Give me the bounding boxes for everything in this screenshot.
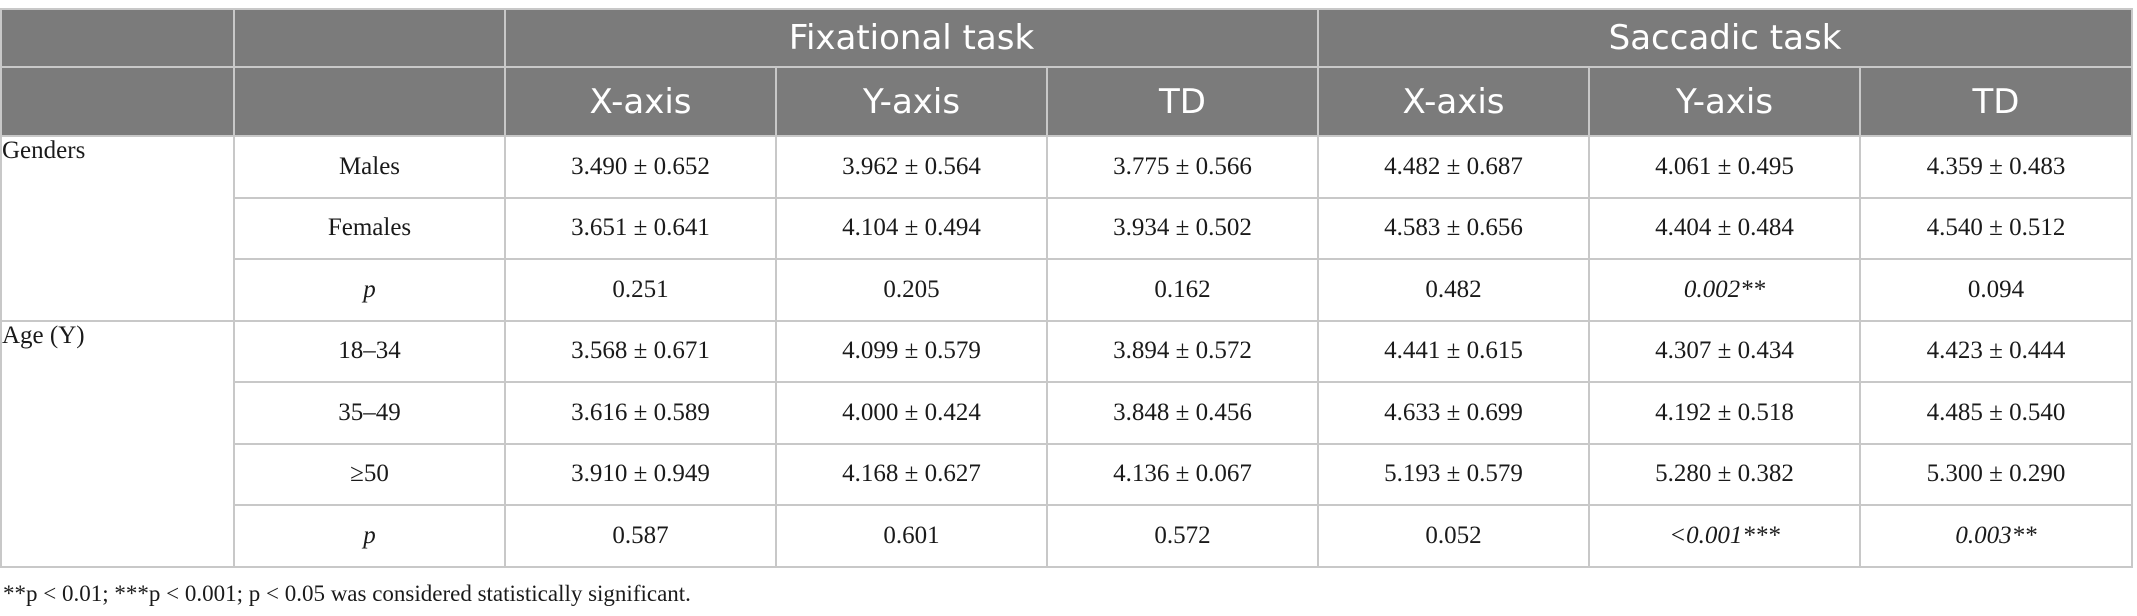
table-row: Age (Y) 18–34 3.568 ± 0.671 4.099 ± 0.57… <box>0 319 2134 568</box>
table-row: p 0.251 0.205 0.162 0.482 0.002** 0.094 <box>1 258 2134 322</box>
table-row: ≥50 3.910 ± 0.949 4.168 ± 0.627 4.136 ± … <box>1 442 2134 506</box>
table-cell: 0.205 <box>775 258 1048 322</box>
table-cell: 3.894 ± 0.572 <box>1045 319 1320 383</box>
table-cell: 4.000 ± 0.424 <box>775 381 1048 445</box>
table-cell: 0.482 <box>1317 258 1591 322</box>
table-cell: 0.572 <box>1045 504 1320 568</box>
table-cell-significant: 0.003** <box>1859 504 2134 568</box>
table-cell: 3.568 ± 0.671 <box>504 319 777 383</box>
header-fixational-task: Fixational task <box>503 8 1320 68</box>
table-cell: 3.910 ± 0.949 <box>504 442 777 506</box>
table-cell: 0.587 <box>504 504 777 568</box>
table-cell: 5.193 ± 0.579 <box>1317 442 1591 506</box>
table-cell: 4.192 ± 0.518 <box>1588 381 1862 445</box>
table-cell: 5.300 ± 0.290 <box>1859 442 2134 506</box>
row-label-p: p <box>233 258 506 322</box>
table-cell: 4.168 ± 0.627 <box>775 442 1048 506</box>
row-label: Males <box>233 135 506 199</box>
table-cell: 4.482 ± 0.687 <box>1317 135 1591 199</box>
header-saccadic-task: Saccadic task <box>1317 8 2134 68</box>
table-cell: 4.307 ± 0.434 <box>1588 319 1862 383</box>
header-row-axes: X-axis Y-axis TD X-axis Y-axis TD <box>0 66 2134 137</box>
table-row: Females 3.651 ± 0.641 4.104 ± 0.494 3.93… <box>1 196 2134 260</box>
row-label: ≥50 <box>233 442 506 506</box>
table-cell: 4.136 ± 0.067 <box>1045 442 1320 506</box>
table-cell: 4.633 ± 0.699 <box>1317 381 1591 445</box>
group-label-genders: Genders <box>0 135 235 322</box>
table-row: p 0.587 0.601 0.572 0.052 <0.001*** 0.00… <box>1 504 2134 568</box>
header-blank-cell <box>0 66 235 137</box>
table-cell: 0.251 <box>504 258 777 322</box>
row-label: Females <box>233 196 506 260</box>
table-cell: 0.601 <box>775 504 1048 568</box>
table-cell: 4.583 ± 0.656 <box>1317 196 1591 260</box>
table-cell: 4.104 ± 0.494 <box>775 196 1048 260</box>
header-blank-cell <box>233 66 506 137</box>
table-cell: 0.094 <box>1859 258 2134 322</box>
table-cell: 4.061 ± 0.495 <box>1588 135 1862 199</box>
header-saccadic-y-axis: Y-axis <box>1588 66 1862 137</box>
group-label-age: Age (Y) <box>0 319 235 568</box>
table-cell: 4.359 ± 0.483 <box>1859 135 2134 199</box>
table-cell: 5.280 ± 0.382 <box>1588 442 1862 506</box>
row-label: 18–34 <box>233 319 506 383</box>
table-cell: 4.485 ± 0.540 <box>1859 381 2134 445</box>
table-cell: 3.848 ± 0.456 <box>1045 381 1320 445</box>
table-cell: 4.404 ± 0.484 <box>1588 196 1862 260</box>
table-row: Genders Males 3.490 ± 0.652 3.962 ± 0.56… <box>0 135 2134 322</box>
table-cell: 3.616 ± 0.589 <box>504 381 777 445</box>
header-fixational-td: TD <box>1045 66 1320 137</box>
table-cell-significant: <0.001*** <box>1588 504 1862 568</box>
table-cell: 4.423 ± 0.444 <box>1859 319 2134 383</box>
table-cell: 3.934 ± 0.502 <box>1045 196 1320 260</box>
row-label: 35–49 <box>233 381 506 445</box>
table-cell: 4.099 ± 0.579 <box>775 319 1048 383</box>
header-saccadic-x-axis: X-axis <box>1317 66 1591 137</box>
table-cell: 0.162 <box>1045 258 1320 322</box>
table-cell: 0.052 <box>1317 504 1591 568</box>
table-cell: 4.441 ± 0.615 <box>1317 319 1591 383</box>
header-fixational-x-axis: X-axis <box>504 66 777 137</box>
header-blank-cell <box>0 8 235 68</box>
table-cell: 3.775 ± 0.566 <box>1045 135 1320 199</box>
header-row-tasks: Fixational task Saccadic task <box>0 8 2134 68</box>
header-blank-cell <box>233 8 506 68</box>
table-cell: 3.651 ± 0.641 <box>504 196 777 260</box>
table-cell: 3.490 ± 0.652 <box>504 135 777 199</box>
table-cell: 3.962 ± 0.564 <box>775 135 1048 199</box>
statistics-table: Fixational task Saccadic task X-axis Y-a… <box>0 8 2134 568</box>
table-row: 35–49 3.616 ± 0.589 4.000 ± 0.424 3.848 … <box>1 381 2134 445</box>
header-saccadic-td: TD <box>1859 66 2134 137</box>
table-cell: 4.540 ± 0.512 <box>1859 196 2134 260</box>
table-cell-significant: 0.002** <box>1588 258 1862 322</box>
row-label-p: p <box>233 504 506 568</box>
table-footnote: **p < 0.01; ***p < 0.001; p < 0.05 was c… <box>3 581 691 606</box>
header-fixational-y-axis: Y-axis <box>775 66 1048 137</box>
